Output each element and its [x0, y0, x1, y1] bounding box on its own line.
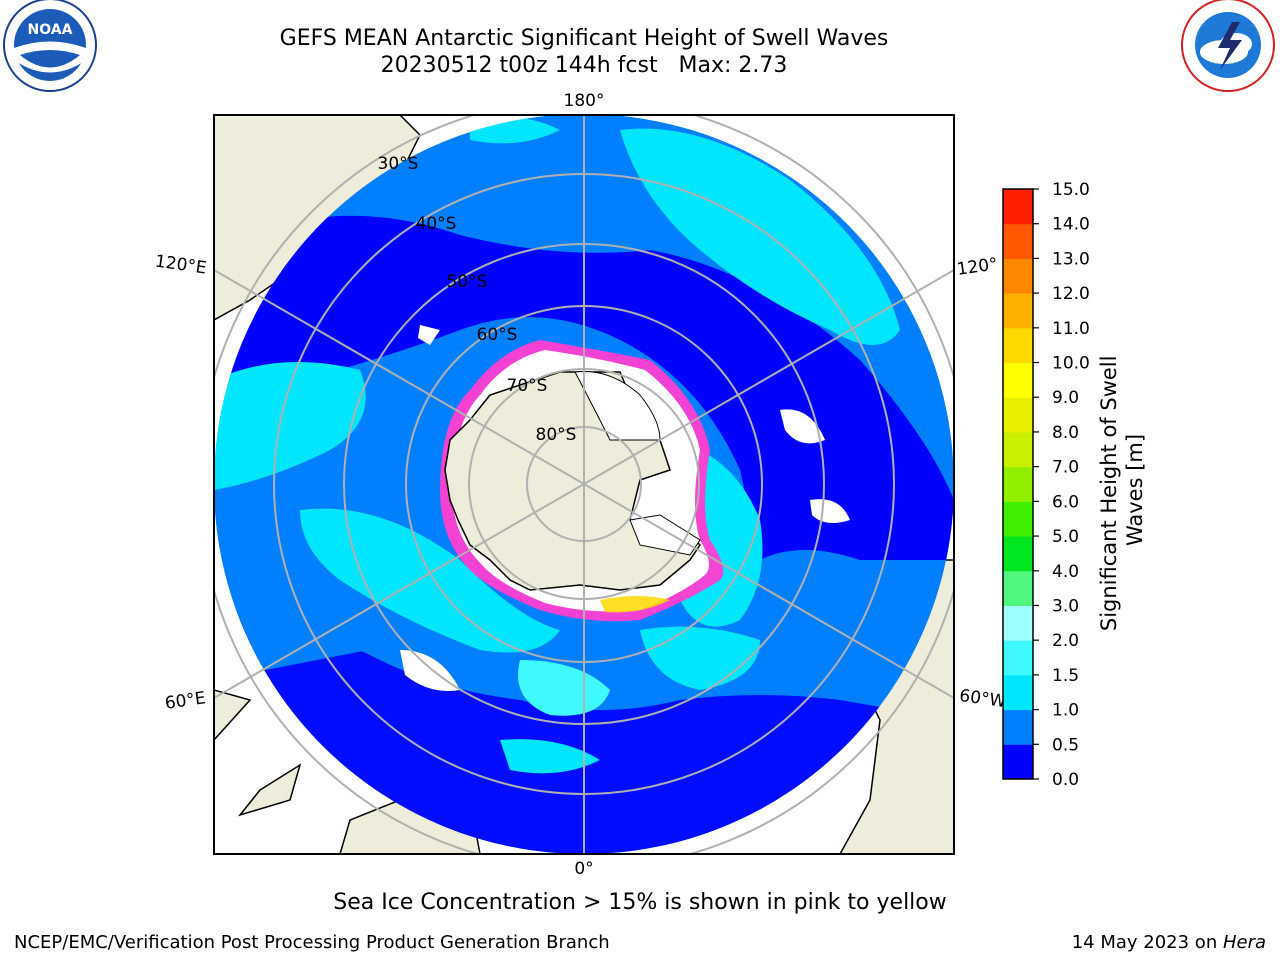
- meridian-label-top: 180°: [564, 91, 605, 111]
- colorbar-tick-label: 14.0: [1052, 215, 1090, 235]
- colorbar-segment: [1003, 501, 1033, 537]
- meridian-label-lower-left: 60°E: [164, 688, 207, 713]
- meridian-label-lower-right: 60°W: [958, 686, 1007, 712]
- colorbar-tick-label: 11.0: [1052, 319, 1090, 339]
- colorbar-border: [1002, 188, 1034, 780]
- meridian-label-upper-left: 120°E: [154, 252, 208, 279]
- colorbar-tick-label: 3.0: [1052, 596, 1079, 616]
- colorbar-tick-label: 13.0: [1052, 249, 1090, 269]
- colorbar-tick-label: 6.0: [1052, 492, 1079, 512]
- colorbar: 0.0 0.5 1.0 1.5 2.0 3.0 4.0 5.0 6.0 7.0 8.0 9.0 10.0…: [1002, 180, 1090, 790]
- colorbar-tick-label: 2.0: [1052, 631, 1079, 651]
- colorbar-tick-label: 9.0: [1052, 388, 1079, 408]
- meridian-label-bottom: 0°: [574, 859, 593, 879]
- colorbar-tick-label: 10.0: [1052, 354, 1090, 374]
- footer-date: 14 May 2023 on Hera: [1072, 932, 1266, 953]
- meridian-label-upper-right: 120°: [956, 254, 999, 280]
- nws-logo: [1181, 0, 1275, 92]
- colorbar-tick-label: 8.0: [1052, 423, 1079, 443]
- colorbar-segment: [1003, 189, 1033, 225]
- colorbar-tick-label: 15.0: [1052, 180, 1090, 200]
- noaa-logo: NOAA: [3, 0, 97, 92]
- colorbar-label: Significant Height of Swell Waves [m]: [1097, 349, 1147, 631]
- colorbar-segment: [1003, 362, 1033, 398]
- colorbar-segment: [1003, 293, 1033, 329]
- parallel-label-60s: 60°S: [477, 325, 518, 345]
- colorbar-segment: [1003, 258, 1033, 294]
- parallel-label-80s: 80°S: [536, 425, 577, 445]
- antarctic-ice-shelf-ross: [574, 370, 661, 441]
- parallel-label-50s: 50°S: [447, 272, 488, 292]
- colorbar-tick-label: 4.0: [1052, 562, 1079, 582]
- footer-credit: NCEP/EMC/Verification Post Processing Pr…: [14, 932, 610, 953]
- footer-host: Hera: [1222, 932, 1266, 953]
- chart-subtitle: 20230512 t00z 144h fcst Max: 2.73: [380, 53, 788, 78]
- colorbar-segment: [1003, 223, 1033, 259]
- colorbar-segment: [1003, 605, 1033, 641]
- sea-ice-caption: Sea Ice Concentration > 15% is shown in …: [333, 890, 947, 915]
- colorbar-segment: [1003, 709, 1033, 745]
- colorbar-tick-label: 5.0: [1052, 527, 1079, 547]
- colorbar-tick-label: 7.0: [1052, 458, 1079, 478]
- parallel-label-30s: 30°S: [378, 154, 419, 174]
- noaa-logo-text: NOAA: [28, 22, 73, 38]
- meridian-60e-120w: [214, 269, 954, 699]
- colorbar-tick-label: 1.5: [1052, 666, 1079, 686]
- parallel-label-70s: 70°S: [507, 376, 548, 396]
- map-border: [213, 114, 955, 855]
- colorbar-segment: [1003, 570, 1033, 606]
- colorbar-label-wrap: Significant Height of Swell Waves [m]: [1097, 349, 1147, 632]
- chart-title: GEFS MEAN Antarctic Significant Height o…: [279, 26, 889, 51]
- graticule: [214, 115, 954, 854]
- footer-date-text: 14 May 2023 on: [1071, 932, 1223, 953]
- colorbar-tick-label: 1.0: [1052, 701, 1079, 721]
- colorbar-segment: [1003, 640, 1033, 676]
- colorbar-segment: [1003, 536, 1033, 572]
- colorbar-segment: [1003, 397, 1033, 433]
- colorbar-segment: [1003, 431, 1033, 468]
- colorbar-segment: [1003, 327, 1033, 364]
- colorbar-tick-label: 0.0: [1052, 770, 1079, 790]
- map-area: [214, 115, 954, 854]
- sea-ice-yellow-patch: [600, 596, 670, 613]
- colorbar-tick-label: 0.5: [1052, 735, 1079, 755]
- colorbar-tick-label: 12.0: [1052, 284, 1090, 304]
- colorbar-segment: [1003, 466, 1033, 502]
- colorbar-segment: [1003, 674, 1033, 711]
- colorbar-segment: [1003, 744, 1033, 780]
- parallel-label-40s: 40°S: [416, 214, 457, 234]
